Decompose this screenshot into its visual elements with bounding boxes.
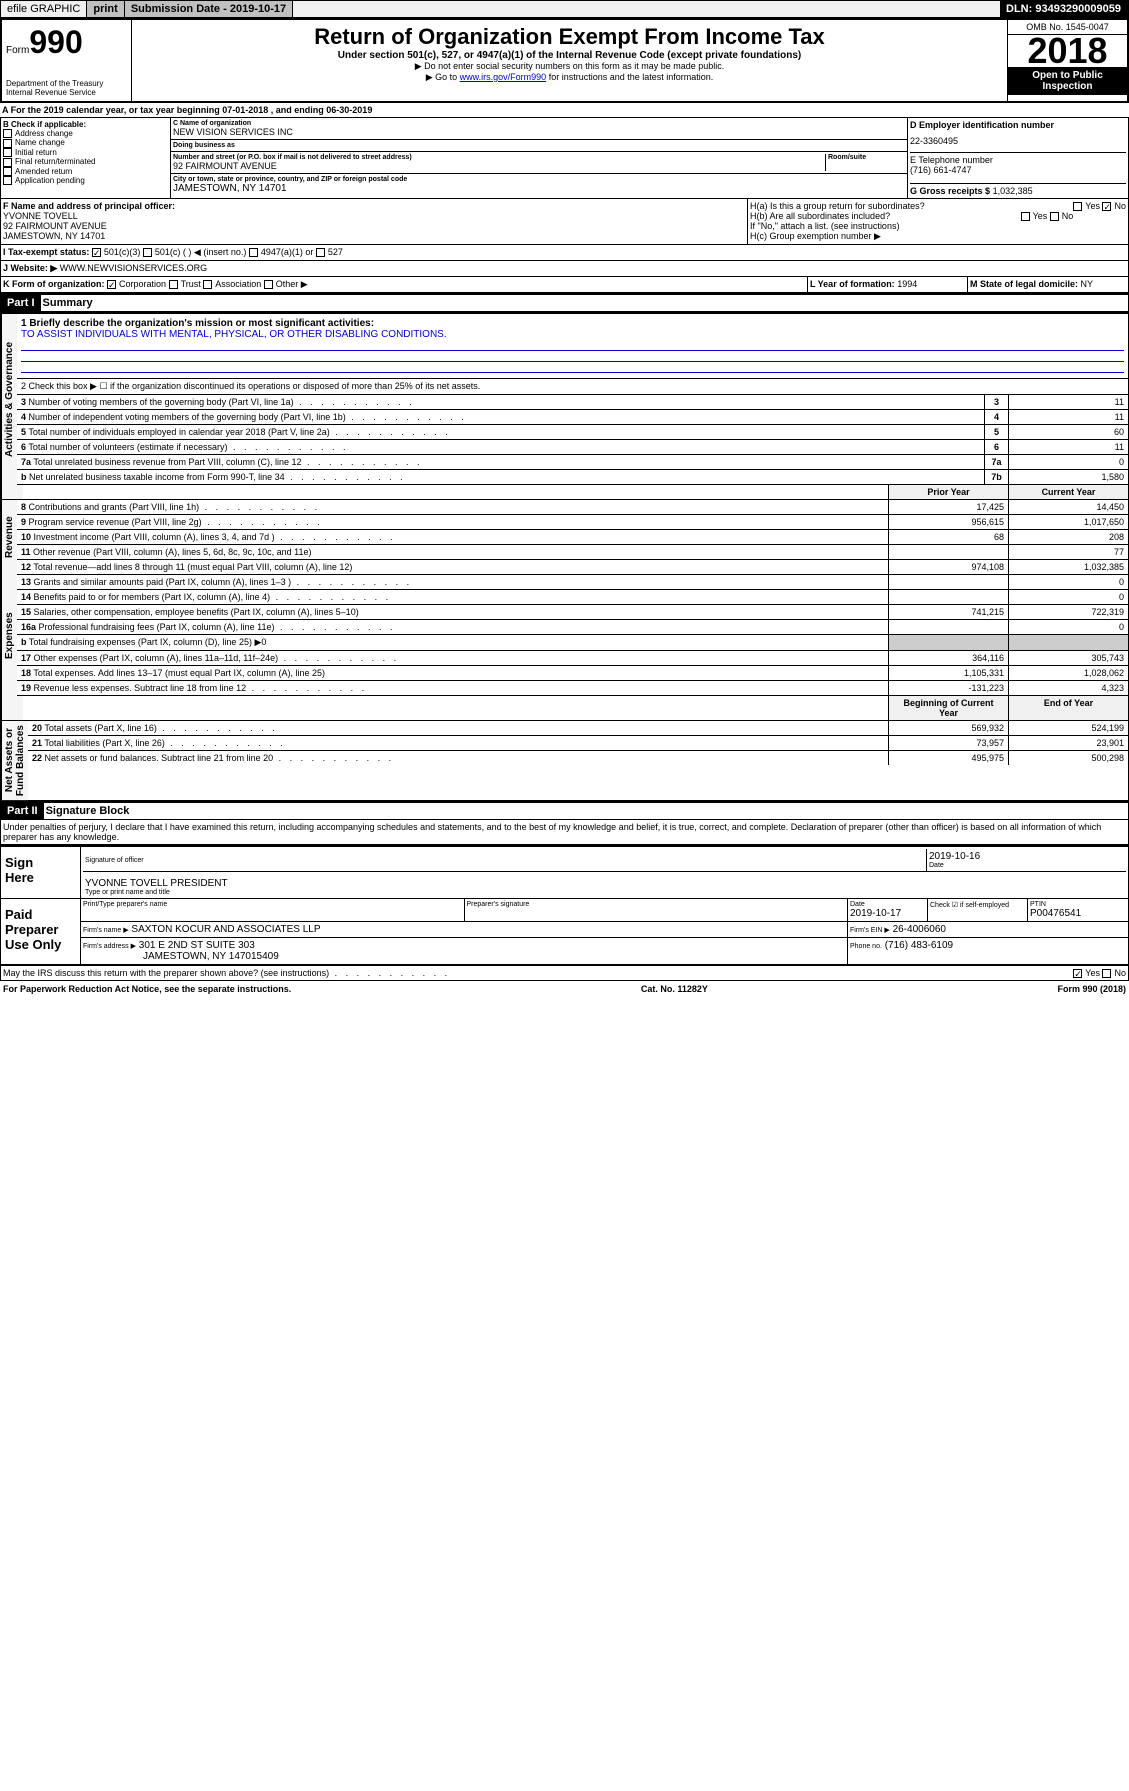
cb-name-change[interactable]: Name change (3, 138, 168, 147)
line-7b: b Net unrelated business taxable income … (17, 470, 1128, 485)
tax-year-line: A For the 2019 calendar year, or tax yea… (0, 103, 1129, 118)
vtab-expenses: Expenses (1, 575, 17, 696)
signature-block: Sign Here Signature of officer2019-10-16… (0, 845, 1129, 966)
irs-link[interactable]: www.irs.gov/Form990 (460, 72, 547, 82)
part1-header: Part I (1, 295, 41, 311)
phone: (716) 661-4747 (910, 165, 1126, 175)
cb-app-pending[interactable]: Application pending (3, 176, 168, 185)
cb-501c3[interactable] (92, 248, 101, 257)
cb-final-return[interactable]: Final return/terminated (3, 157, 168, 166)
line-13: 13 Grants and similar amounts paid (Part… (17, 575, 1128, 590)
vtab-governance: Activities & Governance (1, 314, 17, 485)
dln: DLN: 93493290009059 (1000, 1, 1128, 17)
line-10: 10 Investment income (Part VIII, column … (17, 530, 1128, 545)
line-16b: b Total fundraising expenses (Part IX, c… (17, 635, 1128, 651)
efile-label: efile GRAPHIC (1, 1, 87, 17)
cb-initial-return[interactable]: Initial return (3, 148, 168, 157)
cb-amended[interactable]: Amended return (3, 167, 168, 176)
cb-address-change[interactable]: Address change (3, 129, 168, 138)
line-3: 3 Number of voting members of the govern… (17, 395, 1128, 410)
open-to-public: Open to Public Inspection (1008, 67, 1127, 95)
line-7a: 7a Total unrelated business revenue from… (17, 455, 1128, 470)
line-22: 22 Net assets or fund balances. Subtract… (28, 751, 1128, 765)
line-19: 19 Revenue less expenses. Subtract line … (17, 681, 1128, 696)
checkbox-column: B Check if applicable: Address change Na… (1, 118, 171, 198)
line-8: 8 Contributions and grants (Part VIII, l… (17, 500, 1128, 515)
form-header: Form990 Department of the Treasury Inter… (0, 18, 1129, 103)
perjury-statement: Under penalties of perjury, I declare th… (0, 820, 1129, 845)
org-name: NEW VISION SERVICES INC (173, 127, 905, 137)
line-17: 17 Other expenses (Part IX, column (A), … (17, 651, 1128, 666)
summary-table: Activities & Governance 1 Briefly descri… (0, 312, 1129, 801)
line-18: 18 Total expenses. Add lines 13–17 (must… (17, 666, 1128, 681)
discuss-row: May the IRS discuss this return with the… (0, 966, 1129, 981)
paid-preparer-label: Paid Preparer Use Only (1, 899, 81, 964)
form-title: Return of Organization Exempt From Incom… (136, 24, 1003, 50)
cb-corp[interactable] (107, 280, 116, 289)
form-number-box: Form990 Department of the Treasury Inter… (2, 20, 132, 101)
org-address: 92 FAIRMOUNT AVENUE (173, 161, 825, 171)
mission-text: TO ASSIST INDIVIDUALS WITH MENTAL, PHYSI… (21, 329, 1124, 340)
cb-discuss-yes[interactable] (1073, 969, 1082, 978)
org-city: JAMESTOWN, NY 14701 (173, 183, 905, 194)
line-15: 15 Salaries, other compensation, employe… (17, 605, 1128, 620)
line-16a: 16a Professional fundraising fees (Part … (17, 620, 1128, 635)
footer: For Paperwork Reduction Act Notice, see … (0, 981, 1129, 997)
ptin: P00476541 (1030, 908, 1126, 919)
line-20: 20 Total assets (Part X, line 16)569,932… (28, 721, 1128, 736)
gross-receipts: 1,032,385 (993, 186, 1033, 196)
line-14: 14 Benefits paid to or for members (Part… (17, 590, 1128, 605)
website: WWW.NEWVISIONSERVICES.ORG (60, 263, 207, 273)
sign-here-label: Sign Here (1, 847, 81, 898)
officer-signature-name: YVONNE TOVELL PRESIDENT (85, 878, 1124, 889)
line-6: 6 Total number of volunteers (estimate i… (17, 440, 1128, 455)
top-bar: efile GRAPHIC print Submission Date - 20… (0, 0, 1129, 18)
part2-header: Part II (1, 803, 44, 819)
line-9: 9 Program service revenue (Part VIII, li… (17, 515, 1128, 530)
vtab-revenue: Revenue (1, 500, 17, 575)
line-12: 12 Total revenue—add lines 8 through 11 … (17, 560, 1128, 575)
entity-section: B Check if applicable: Address change Na… (0, 118, 1129, 199)
line-21: 21 Total liabilities (Part X, line 26)73… (28, 736, 1128, 751)
line-5: 5 Total number of individuals employed i… (17, 425, 1128, 440)
officer-name: YVONNE TOVELL (3, 211, 745, 221)
vtab-net-assets: Net Assets or Fund Balances (1, 721, 28, 800)
tax-year: 2018 (1008, 35, 1127, 67)
submission-date: Submission Date - 2019-10-17 (125, 1, 293, 17)
line-11: 11 Other revenue (Part VIII, column (A),… (17, 545, 1128, 560)
ein: 22-3360495 (910, 136, 1126, 146)
firm-name: SAXTON KOCUR AND ASSOCIATES LLP (131, 924, 320, 935)
print-button[interactable]: print (87, 1, 124, 17)
line-4: 4 Number of independent voting members o… (17, 410, 1128, 425)
